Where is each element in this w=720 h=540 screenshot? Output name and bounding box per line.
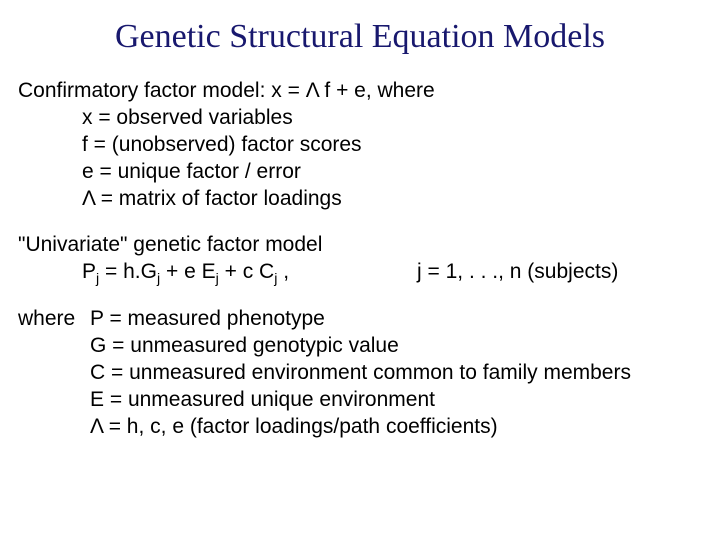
cfm-heading: Confirmatory factor model: x = Λ f + e, … <box>18 78 702 105</box>
where-label: where <box>18 306 90 333</box>
ugfm-heading: "Univariate" genetic factor model <box>18 232 702 259</box>
ugfm-equation: Pj = h.Gj + e Ej + c Cj , <box>82 259 417 286</box>
eq-plus-e: + e E <box>160 260 215 283</box>
eq-tail: , <box>277 260 289 283</box>
slide-title: Genetic Structural Equation Models <box>18 18 702 56</box>
where-C: C = unmeasured environment common to fam… <box>18 360 702 387</box>
where-block: where P = measured phenotype G = unmeasu… <box>18 306 702 440</box>
cfm-lambda: Λ <box>306 79 319 102</box>
ugfm-range: j = 1, . . ., n (subjects) <box>417 259 618 286</box>
cfm-block: Confirmatory factor model: x = Λ f + e, … <box>18 78 702 212</box>
where-E: E = unmeasured unique environment <box>18 387 702 414</box>
where-P: P = measured phenotype <box>90 306 325 333</box>
cfm-def-x: x = observed variables <box>18 105 702 132</box>
eq-P: P <box>82 260 96 283</box>
cfm-heading-suffix: f + e, where <box>319 79 435 102</box>
cfm-heading-prefix: Confirmatory factor model: x = <box>18 79 306 102</box>
cfm-def-e: e = unique factor / error <box>18 159 702 186</box>
where-G: G = unmeasured genotypic value <box>18 333 702 360</box>
where-lambda: Λ = h, c, e (factor loadings/path coeffi… <box>18 414 702 441</box>
slide: Genetic Structural Equation Models Confi… <box>0 0 720 540</box>
eq-eq: = h.G <box>99 260 157 283</box>
cfm-def-f: f = (unobserved) factor scores <box>18 132 702 159</box>
slide-body: Confirmatory factor model: x = Λ f + e, … <box>18 78 702 441</box>
where-line-P: where P = measured phenotype <box>18 306 702 333</box>
eq-plus-c: + c C <box>219 260 274 283</box>
ugfm-block: "Univariate" genetic factor model Pj = h… <box>18 232 702 286</box>
ugfm-equation-row: Pj = h.Gj + e Ej + c Cj , j = 1, . . ., … <box>18 259 702 286</box>
cfm-def-lambda: Λ = matrix of factor loadings <box>18 186 702 213</box>
